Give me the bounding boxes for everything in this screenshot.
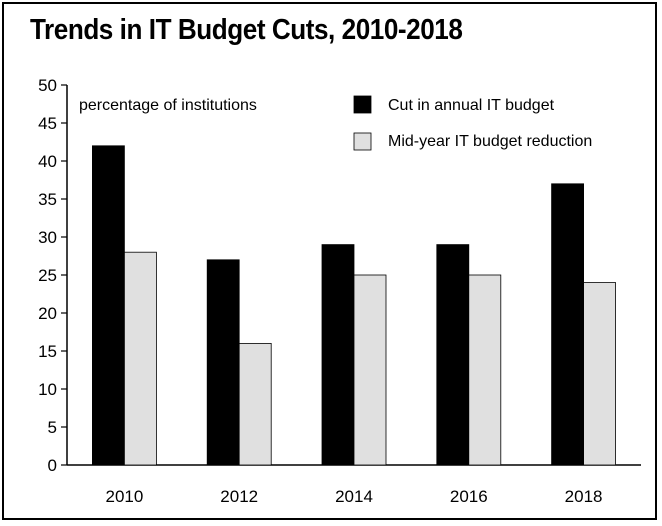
x-tick-label: 2014 (335, 487, 373, 506)
x-axis-ticks: 2010 2012 2014 2016 2018 (105, 487, 602, 506)
bars (92, 145, 616, 466)
x-tick-label: 2010 (105, 487, 143, 506)
y-tick-label: 25 (38, 266, 57, 285)
bar-midyear-reduction-2010 (124, 251, 157, 466)
bar-annual-cut-2010 (92, 145, 125, 466)
legend-swatch (353, 132, 372, 151)
bar-annual-cut-2012 (206, 259, 240, 466)
legend: Cut in annual IT budget Mid-year IT budge… (353, 95, 592, 151)
chart-title: Trends in IT Budget Cuts, 2010-2018 (30, 14, 463, 46)
bar-annual-cut-2014 (321, 244, 355, 466)
y-tick-label: 35 (38, 190, 57, 209)
bar-midyear-reduction-2014 (353, 274, 387, 466)
y-tick-label: 45 (38, 114, 57, 133)
bar-midyear-reduction-2012 (238, 342, 272, 466)
bar-midyear-reduction-2018 (583, 282, 616, 466)
y-tick-label: 0 (48, 456, 57, 475)
legend-label: Cut in annual IT budget (388, 97, 555, 114)
bar-annual-cut-2016 (436, 244, 470, 466)
y-axis-ticks: 0 5 10 15 20 25 30 35 40 45 50 (38, 76, 67, 475)
x-tick-label: 2012 (220, 487, 258, 506)
y-unit-annotation: percentage of institutions (79, 97, 257, 114)
bar-midyear-reduction-2016 (468, 274, 502, 466)
y-tick-label: 30 (38, 228, 57, 247)
y-tick-label: 50 (38, 76, 57, 95)
y-tick-label: 15 (38, 342, 57, 361)
y-tick-label: 5 (48, 418, 57, 437)
legend-swatch (353, 95, 372, 114)
bar-annual-cut-2018 (551, 183, 584, 466)
y-tick-label: 40 (38, 152, 57, 171)
y-tick-label: 10 (38, 380, 57, 399)
legend-label: Mid-year IT budget reduction (388, 133, 592, 150)
x-tick-label: 2016 (450, 487, 488, 506)
x-tick-label: 2018 (565, 487, 603, 506)
y-tick-label: 20 (38, 304, 57, 323)
